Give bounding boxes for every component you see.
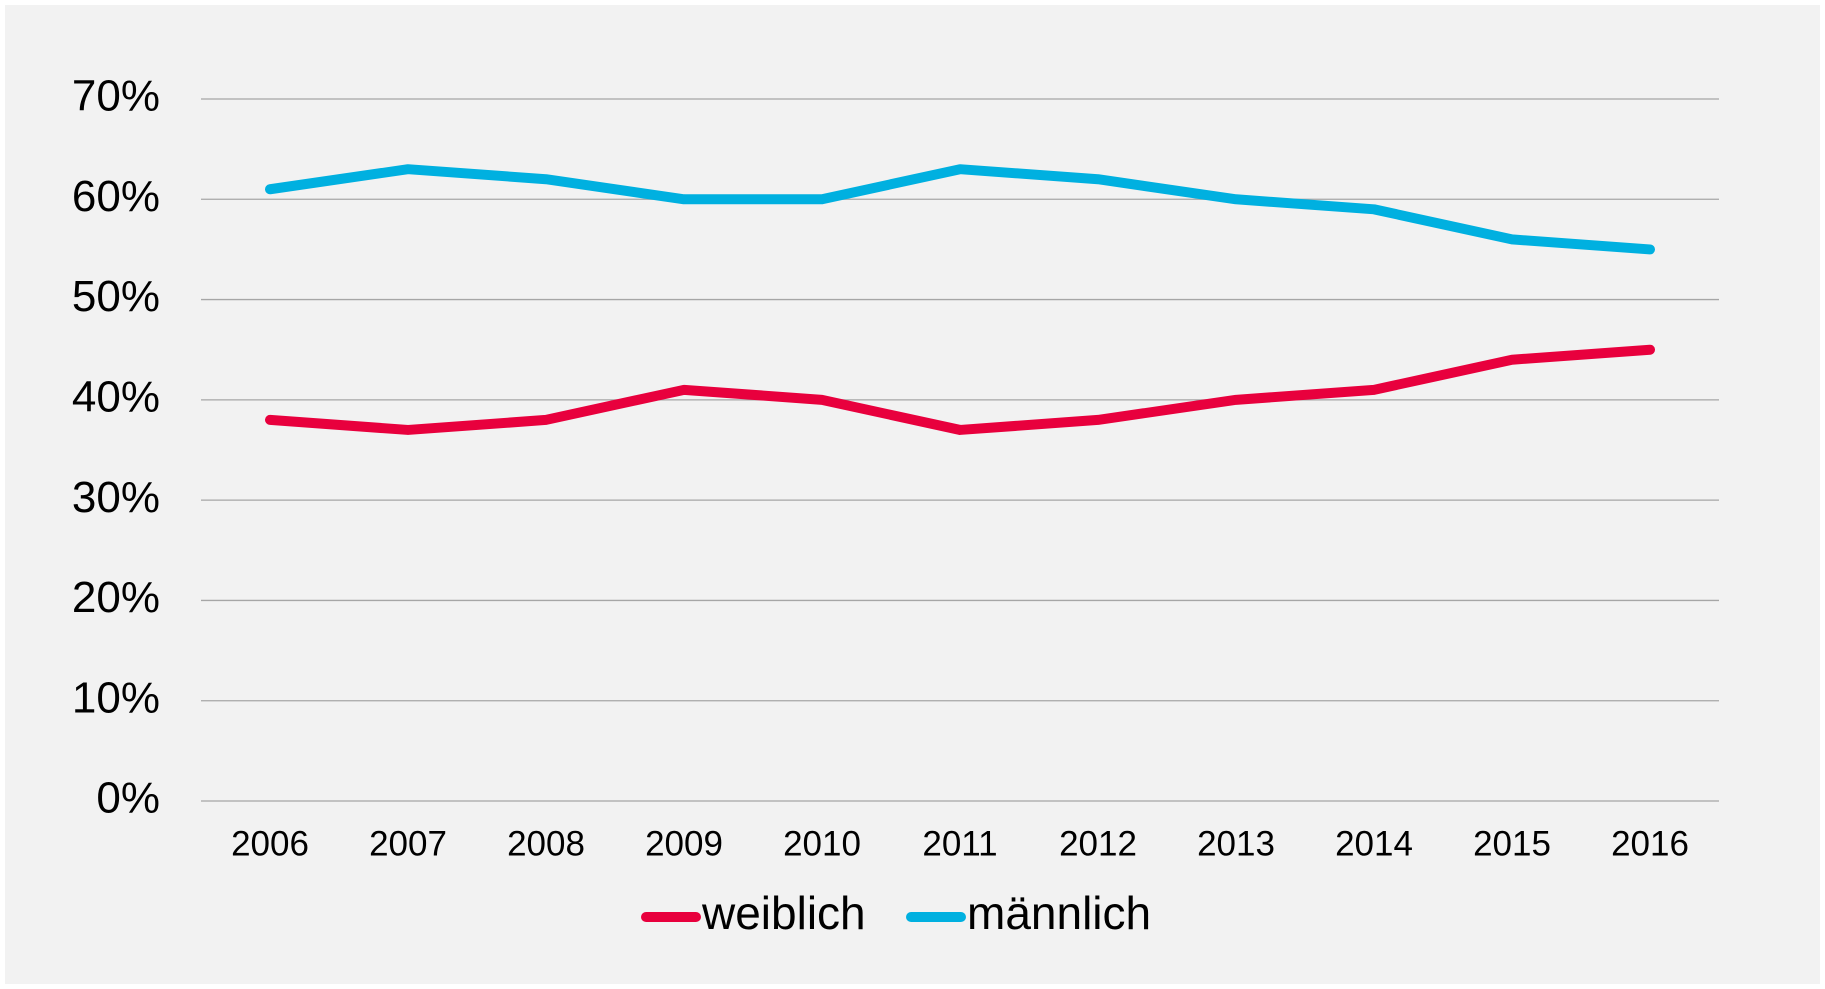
x-tick-label: 2008: [507, 824, 585, 863]
x-tick-label: 2011: [922, 824, 997, 863]
x-tick-label: 2013: [1197, 824, 1275, 863]
legend-label: männlich: [967, 887, 1151, 939]
series-line: [265, 344, 1655, 435]
x-tick-label: 2007: [369, 824, 447, 863]
x-tick-label: 2015: [1473, 824, 1551, 863]
y-tick-label: 20%: [72, 573, 160, 622]
y-tick-label: 40%: [72, 372, 160, 421]
x-tick-label: 2016: [1611, 824, 1689, 863]
y-tick-label: 0%: [96, 774, 160, 823]
y-tick-label: 60%: [72, 172, 160, 221]
y-tick-label: 10%: [72, 673, 160, 722]
y-tick-label: 50%: [72, 272, 160, 321]
x-tick-label: 2009: [645, 824, 723, 863]
x-tick-label: 2014: [1335, 824, 1413, 863]
series-line: [265, 164, 1655, 255]
legend-label: weiblich: [701, 887, 866, 939]
x-tick-label: 2006: [231, 824, 309, 863]
x-tick-label: 2010: [783, 824, 861, 863]
y-tick-label: 30%: [72, 473, 160, 522]
y-tick-label: 70%: [72, 72, 160, 121]
chart-background: [5, 5, 1820, 984]
x-tick-label: 2012: [1059, 824, 1137, 863]
